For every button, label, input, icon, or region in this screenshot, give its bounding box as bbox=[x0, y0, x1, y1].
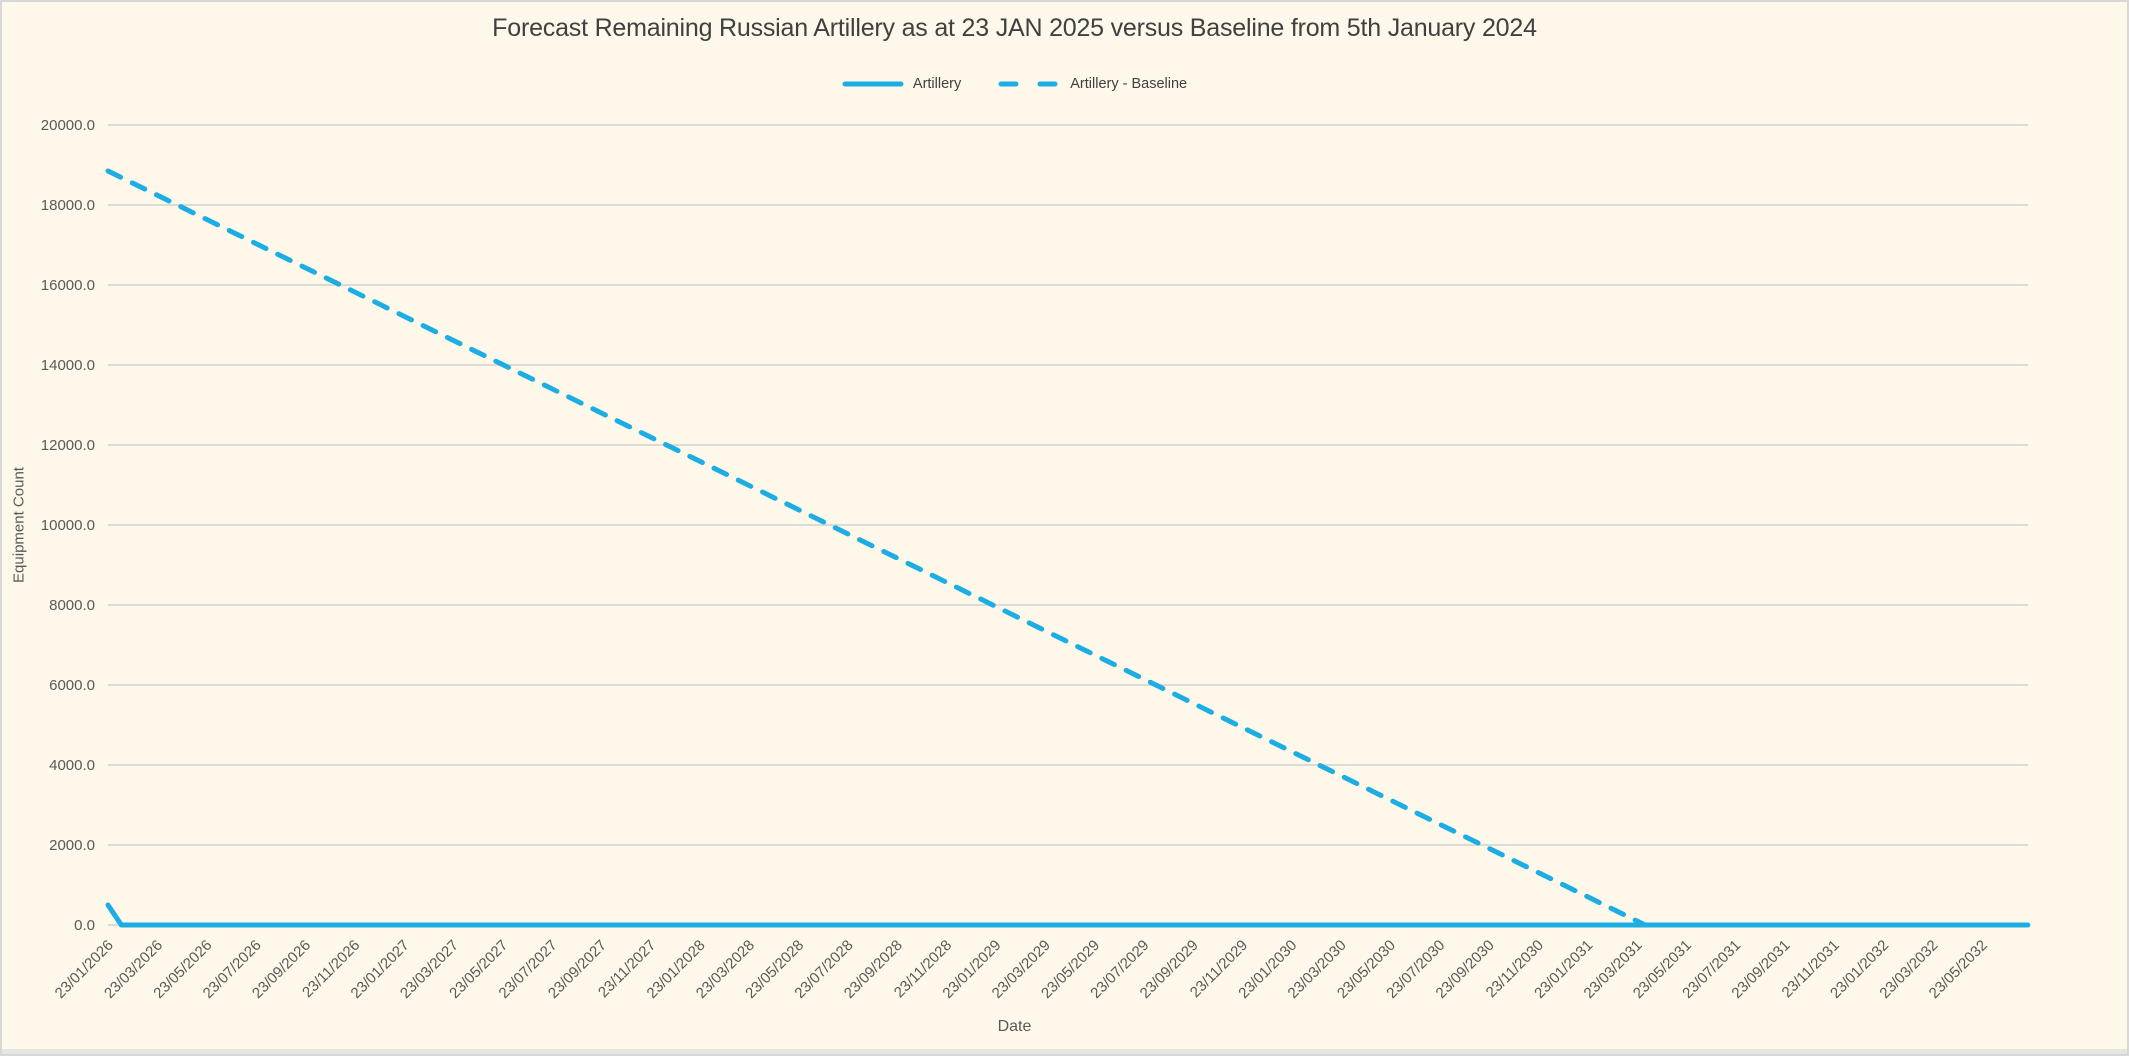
y-tick-label: 20000.0 bbox=[41, 117, 95, 134]
window-bottom-edge bbox=[2, 1049, 2127, 1054]
artillery-series-line bbox=[105, 902, 2031, 928]
legend-item-artillery: Artillery bbox=[842, 76, 961, 92]
y-tick-label: 12000.0 bbox=[41, 437, 95, 454]
legend-item-baseline: Artillery - Baseline bbox=[997, 76, 1187, 92]
y-tick-label: 6000.0 bbox=[49, 677, 95, 694]
legend: Artillery Artillery - Baseline bbox=[2, 76, 2027, 92]
y-tick-label: 14000.0 bbox=[41, 357, 95, 374]
y-tick-label: 2000.0 bbox=[49, 837, 95, 854]
legend-label-artillery: Artillery bbox=[912, 76, 962, 92]
baseline-series-line bbox=[105, 168, 1648, 928]
chart-title: Forecast Remaining Russian Artillery as … bbox=[492, 14, 1537, 42]
y-tick-label: 0.0 bbox=[74, 917, 95, 934]
y-tick-label: 8000.0 bbox=[49, 597, 95, 614]
y-tick-label: 4000.0 bbox=[49, 757, 95, 774]
legend-label-baseline: Artillery - Baseline bbox=[1070, 76, 1188, 92]
solid-line-sample-icon bbox=[842, 81, 904, 87]
y-tick-label: 18000.0 bbox=[41, 197, 95, 214]
dashed-line-sample-icon bbox=[998, 81, 1062, 87]
y-tick-label: 16000.0 bbox=[41, 277, 95, 294]
x-axis-title: Date bbox=[997, 1018, 1032, 1035]
y-tick-label: 10000.0 bbox=[41, 517, 95, 534]
